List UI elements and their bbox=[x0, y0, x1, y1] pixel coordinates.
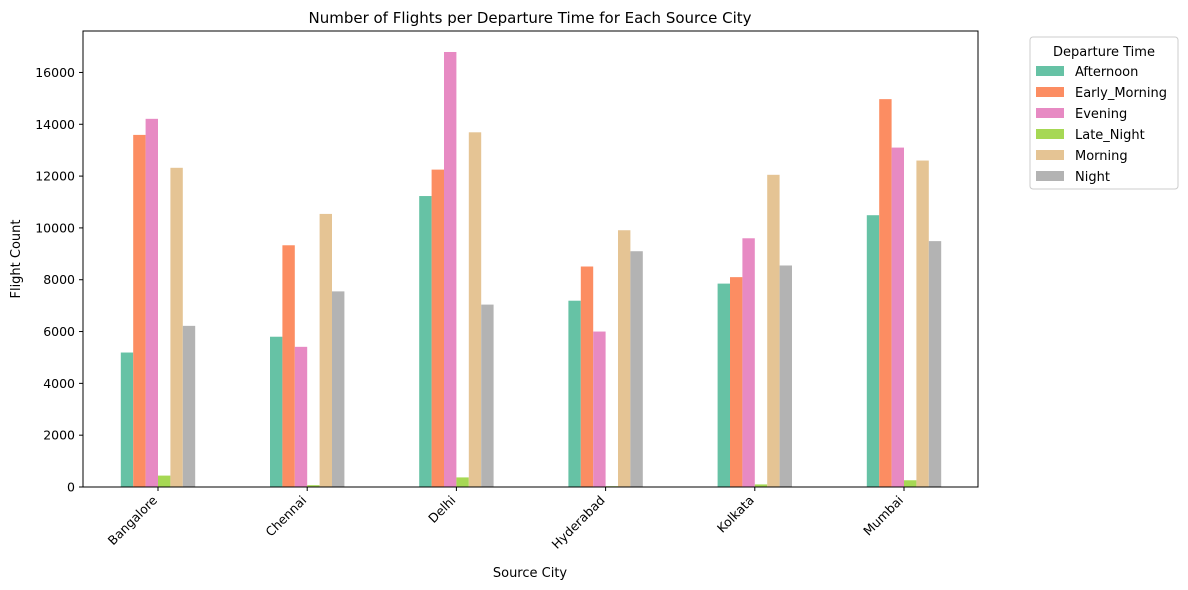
legend-label-afternoon: Afternoon bbox=[1075, 65, 1138, 80]
legend-label-morning: Morning bbox=[1075, 149, 1128, 164]
bar-mumbai-night bbox=[928, 241, 942, 487]
legend-swatch-afternoon bbox=[1036, 66, 1064, 76]
plot-frame bbox=[82, 30, 979, 488]
y-tick-label: 8000 bbox=[43, 272, 75, 287]
bar-bangalore-evening bbox=[145, 118, 158, 487]
y-tick-label: 6000 bbox=[43, 324, 75, 339]
x-tick-label-mumbai: Mumbai bbox=[860, 493, 906, 539]
legend-swatch-morning bbox=[1036, 150, 1064, 160]
x-tick-label-bangalore: Bangalore bbox=[105, 492, 161, 548]
bar-chennai-night bbox=[332, 291, 345, 487]
chart-title: Number of Flights per Departure Time for… bbox=[308, 9, 751, 27]
legend-title: Departure Time bbox=[1053, 45, 1155, 60]
legend-label-early-morning: Early_Morning bbox=[1075, 86, 1167, 101]
legend-label-late-night: Late_Night bbox=[1075, 128, 1145, 143]
bar-bangalore-night bbox=[182, 325, 196, 487]
bar-bangalore-afternoon bbox=[120, 352, 134, 487]
bar-mumbai-morning bbox=[916, 160, 929, 488]
y-tick-label: 12000 bbox=[35, 169, 75, 184]
bar-kolkata-night bbox=[779, 265, 792, 487]
bar-hyderabad-evening bbox=[593, 331, 606, 487]
x-tick-label-kolkata: Kolkata bbox=[714, 493, 757, 536]
y-tick-label: 2000 bbox=[43, 428, 75, 443]
bar-mumbai-early-morning bbox=[879, 99, 892, 487]
y-tick-label: 10000 bbox=[35, 220, 75, 235]
bar-delhi-early-morning bbox=[431, 169, 444, 488]
legend-frame bbox=[1029, 36, 1179, 190]
bar-bangalore-early-morning bbox=[133, 134, 146, 487]
bar-chennai-afternoon bbox=[270, 336, 283, 487]
bar-delhi-morning bbox=[468, 132, 482, 488]
x-axis-label: Source City bbox=[493, 566, 568, 581]
x-tick-label-chennai: Chennai bbox=[262, 493, 309, 540]
bar-mumbai-evening bbox=[891, 147, 904, 487]
bar-delhi-late-night bbox=[456, 477, 469, 487]
bar-bangalore-morning bbox=[170, 167, 183, 488]
bar-chennai-evening bbox=[294, 346, 308, 487]
legend-label-evening: Evening bbox=[1075, 107, 1127, 122]
bar-chennai-morning bbox=[319, 213, 332, 488]
bar-kolkata-afternoon bbox=[717, 283, 730, 487]
bar-hyderabad-morning bbox=[618, 230, 631, 488]
bar-kolkata-evening bbox=[742, 238, 755, 487]
bar-delhi-night bbox=[481, 304, 494, 487]
y-tick-label: 16000 bbox=[35, 65, 75, 80]
legend-swatch-evening bbox=[1036, 108, 1064, 118]
bar-kolkata-late-night bbox=[754, 484, 768, 487]
y-tick-label: 4000 bbox=[43, 376, 75, 391]
y-axis: 0 2000 4000 6000 8000 10000 12000 14000 16000 bbox=[35, 65, 83, 495]
legend-swatch-night bbox=[1036, 171, 1064, 181]
x-tick-label-hyderabad: Hyderabad bbox=[549, 493, 608, 552]
bar-delhi-evening bbox=[444, 51, 457, 488]
y-tick-label: 14000 bbox=[35, 117, 75, 132]
bar-chennai-late-night bbox=[307, 485, 320, 487]
bar-kolkata-morning bbox=[767, 174, 780, 488]
legend-swatch-early-morning bbox=[1036, 87, 1064, 97]
legend-label-night: Night bbox=[1075, 170, 1110, 185]
x-tick-label-delhi: Delhi bbox=[425, 493, 458, 526]
bar-hyderabad-early-morning bbox=[580, 266, 594, 487]
bar-chennai-early-morning bbox=[282, 245, 295, 487]
bar-mumbai-late-night bbox=[904, 480, 917, 487]
legend-swatch-late-night bbox=[1036, 129, 1064, 139]
y-tick-label: 0 bbox=[67, 480, 75, 495]
legend: Departure Time Afternoon Early_Morning Eve… bbox=[1029, 36, 1179, 190]
bar-bangalore-late-night bbox=[158, 475, 171, 487]
bars-group bbox=[120, 51, 942, 488]
bar-kolkata-early-morning bbox=[730, 277, 743, 487]
legend-items: Afternoon Early_Morning Evening Late_Night M… bbox=[1036, 65, 1167, 185]
x-axis: Bangalore Chennai Delhi Hyderabad Kolkata Mum… bbox=[105, 487, 906, 552]
bar-hyderabad-afternoon bbox=[568, 300, 581, 487]
y-axis-label: Flight Count bbox=[9, 219, 24, 298]
bar-delhi-afternoon bbox=[419, 196, 432, 488]
bar-mumbai-afternoon bbox=[866, 215, 880, 487]
bar-hyderabad-night bbox=[630, 251, 643, 487]
